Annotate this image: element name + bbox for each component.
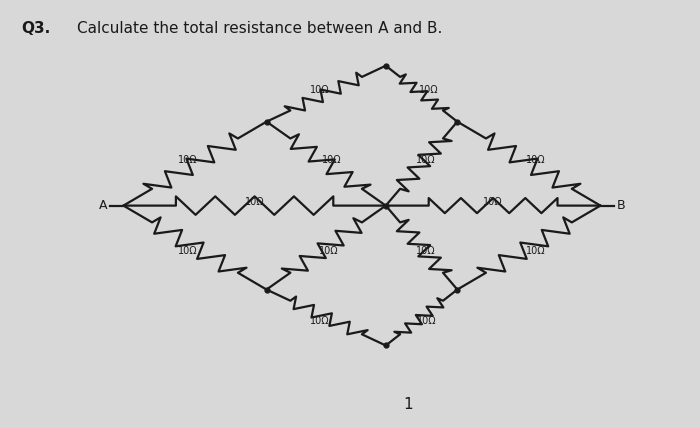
Text: 10Ω: 10Ω xyxy=(417,316,437,326)
Text: 10Ω: 10Ω xyxy=(245,197,265,207)
Text: 10Ω: 10Ω xyxy=(416,246,436,256)
Text: 10Ω: 10Ω xyxy=(526,155,545,165)
Text: 10Ω: 10Ω xyxy=(178,246,198,256)
Text: 10Ω: 10Ω xyxy=(526,246,545,256)
Text: 10Ω: 10Ω xyxy=(178,155,198,165)
Text: B: B xyxy=(616,199,625,212)
Text: 10Ω: 10Ω xyxy=(309,316,329,326)
Text: 10Ω: 10Ω xyxy=(483,197,503,207)
Text: 10Ω: 10Ω xyxy=(416,155,436,165)
Text: Calculate the total resistance between A and B.: Calculate the total resistance between A… xyxy=(77,21,442,36)
Text: Q3.: Q3. xyxy=(21,21,50,36)
Text: 10Ω: 10Ω xyxy=(318,246,338,256)
Text: 1: 1 xyxy=(404,397,413,412)
Text: 10Ω: 10Ω xyxy=(309,85,329,95)
Text: A: A xyxy=(99,199,108,212)
Text: 10Ω: 10Ω xyxy=(419,85,438,95)
Text: 10Ω: 10Ω xyxy=(322,155,342,165)
